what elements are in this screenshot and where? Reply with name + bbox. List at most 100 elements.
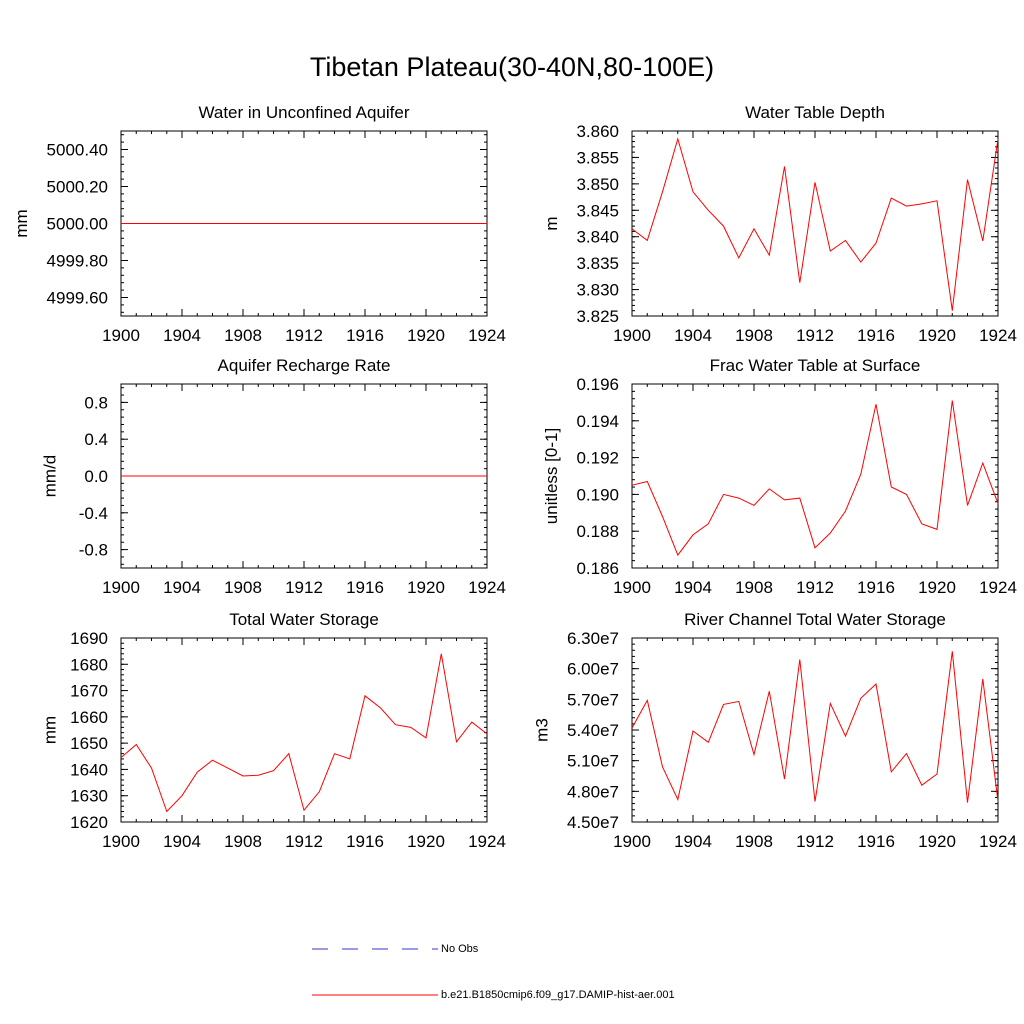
x-tick-label: 1916 bbox=[857, 326, 895, 345]
y-tick-label: -0.4 bbox=[79, 504, 108, 523]
legend-label-obs: No Obs bbox=[441, 943, 479, 955]
series-line bbox=[631, 400, 999, 557]
y-tick-label: 1690 bbox=[70, 629, 108, 648]
x-tick-label: 1916 bbox=[346, 578, 384, 597]
x-tick-label: 1900 bbox=[613, 326, 651, 345]
x-tick-label: 1904 bbox=[674, 832, 712, 851]
x-tick-label: 1920 bbox=[918, 578, 956, 597]
x-tick-label: 1908 bbox=[224, 326, 262, 345]
series-line bbox=[120, 653, 488, 813]
y-tick-label: 3.850 bbox=[576, 175, 619, 194]
x-tick-label: 1912 bbox=[285, 832, 323, 851]
y-axis-label: m3 bbox=[532, 718, 551, 742]
x-tick-label: 1924 bbox=[468, 326, 506, 345]
y-tick-label: 1660 bbox=[70, 708, 108, 727]
y-tick-label: 6.30e7 bbox=[567, 629, 619, 648]
legend-obs-swatch bbox=[312, 948, 438, 950]
panel-title: Water Table Depth bbox=[745, 103, 885, 122]
y-axis-label: m bbox=[542, 216, 561, 230]
y-tick-label: 3.840 bbox=[576, 228, 619, 247]
x-tick-label: 1908 bbox=[735, 832, 773, 851]
y-tick-label: 5.10e7 bbox=[567, 752, 619, 771]
panel-title: Total Water Storage bbox=[229, 610, 379, 629]
y-axis-label: mm bbox=[41, 716, 60, 744]
x-tick-label: 1916 bbox=[346, 326, 384, 345]
panel-5: 1900 1904 1908 1912 1916 1920 1924 1620 1630 1640… bbox=[41, 610, 506, 851]
y-tick-label: 1670 bbox=[70, 682, 108, 701]
x-tick-label: 1916 bbox=[857, 832, 895, 851]
legend-label-model: b.e21.B1850cmip6.f09_g17.DAMIP-hist-aer.… bbox=[441, 989, 675, 1001]
y-tick-label: 6.00e7 bbox=[567, 660, 619, 679]
x-tick-label: 1924 bbox=[979, 832, 1017, 851]
panel-4: 1900 1904 1908 1912 1916 1920 1924 0.186 0.188 0.… bbox=[542, 356, 1017, 597]
legend-model-swatch bbox=[312, 994, 438, 996]
x-tick-label: 1920 bbox=[918, 326, 956, 345]
x-tick-label: 1908 bbox=[735, 326, 773, 345]
x-tick-label: 1900 bbox=[613, 578, 651, 597]
plot-frame bbox=[631, 637, 999, 823]
y-tick-label: 0.0 bbox=[84, 467, 108, 486]
panel-6: 1900 1904 1908 1912 1916 1920 1924 4.50e7 4.80e7… bbox=[532, 610, 1017, 851]
panel-1: 1900 1904 1908 1912 1916 1920 1924 4999.60 4999.… bbox=[12, 103, 506, 345]
y-tick-label: 5000.40 bbox=[47, 141, 108, 160]
x-tick-label: 1912 bbox=[796, 578, 834, 597]
x-tick-label: 1908 bbox=[735, 578, 773, 597]
x-tick-label: 1900 bbox=[102, 578, 140, 597]
panel-title: Water in Unconfined Aquifer bbox=[198, 103, 409, 122]
x-tick-label: 1900 bbox=[102, 832, 140, 851]
y-tick-label: 4999.60 bbox=[47, 289, 108, 308]
y-tick-label: 1640 bbox=[70, 760, 108, 779]
x-tick-label: 1908 bbox=[224, 832, 262, 851]
x-tick-label: 1924 bbox=[468, 832, 506, 851]
y-tick-label: 0.194 bbox=[576, 412, 619, 431]
y-tick-label: 0.192 bbox=[576, 449, 619, 468]
y-tick-label: 1680 bbox=[70, 655, 108, 674]
x-tick-label: 1920 bbox=[918, 832, 956, 851]
x-tick-label: 1912 bbox=[796, 326, 834, 345]
x-tick-label: 1924 bbox=[468, 578, 506, 597]
x-tick-label: 1916 bbox=[346, 832, 384, 851]
panel-title: Aquifer Recharge Rate bbox=[218, 356, 391, 375]
y-tick-label: 3.835 bbox=[576, 254, 619, 273]
x-tick-label: 1912 bbox=[285, 326, 323, 345]
y-tick-label: 1620 bbox=[70, 813, 108, 832]
y-tick-label: 1630 bbox=[70, 787, 108, 806]
x-tick-label: 1908 bbox=[224, 578, 262, 597]
y-tick-label: -0.8 bbox=[79, 541, 108, 560]
panel-3: 1900 1904 1908 1912 1916 1920 1924 -0.8 -0.4 0.0 0… bbox=[41, 356, 506, 597]
x-tick-label: 1920 bbox=[407, 326, 445, 345]
figure-title: Tibetan Plateau(30-40N,80-100E) bbox=[309, 52, 715, 82]
panel-title: River Channel Total Water Storage bbox=[684, 610, 946, 629]
y-tick-label: 4.50e7 bbox=[567, 813, 619, 832]
x-tick-label: 1904 bbox=[163, 832, 201, 851]
x-tick-label: 1916 bbox=[857, 578, 895, 597]
x-tick-label: 1904 bbox=[674, 578, 712, 597]
y-tick-label: 1650 bbox=[70, 734, 108, 753]
plot-frame bbox=[631, 130, 999, 317]
x-tick-label: 1924 bbox=[979, 578, 1017, 597]
x-tick-label: 1920 bbox=[407, 832, 445, 851]
panel-title: Frac Water Table at Surface bbox=[710, 356, 921, 375]
y-tick-label: 5.70e7 bbox=[567, 690, 619, 709]
y-axis-label: mm/d bbox=[41, 455, 60, 498]
y-tick-label: 3.845 bbox=[576, 201, 619, 220]
y-tick-label: 3.860 bbox=[576, 122, 619, 141]
y-tick-label: 0.4 bbox=[84, 430, 108, 449]
y-tick-label: 3.825 bbox=[576, 307, 619, 326]
plot-frame bbox=[120, 637, 488, 823]
series-line bbox=[631, 137, 999, 311]
y-tick-label: 0.196 bbox=[576, 375, 619, 394]
x-tick-label: 1900 bbox=[102, 326, 140, 345]
y-tick-label: 5000.00 bbox=[47, 215, 108, 234]
y-tick-label: 0.186 bbox=[576, 559, 619, 578]
y-tick-label: 0.8 bbox=[84, 393, 108, 412]
y-tick-label: 4.80e7 bbox=[567, 782, 619, 801]
x-tick-label: 1920 bbox=[407, 578, 445, 597]
y-tick-label: 0.190 bbox=[576, 485, 619, 504]
y-tick-label: 5000.20 bbox=[47, 178, 108, 197]
y-tick-label: 0.188 bbox=[576, 522, 619, 541]
x-tick-label: 1904 bbox=[163, 326, 201, 345]
y-tick-label: 4999.80 bbox=[47, 252, 108, 271]
x-tick-label: 1912 bbox=[796, 832, 834, 851]
